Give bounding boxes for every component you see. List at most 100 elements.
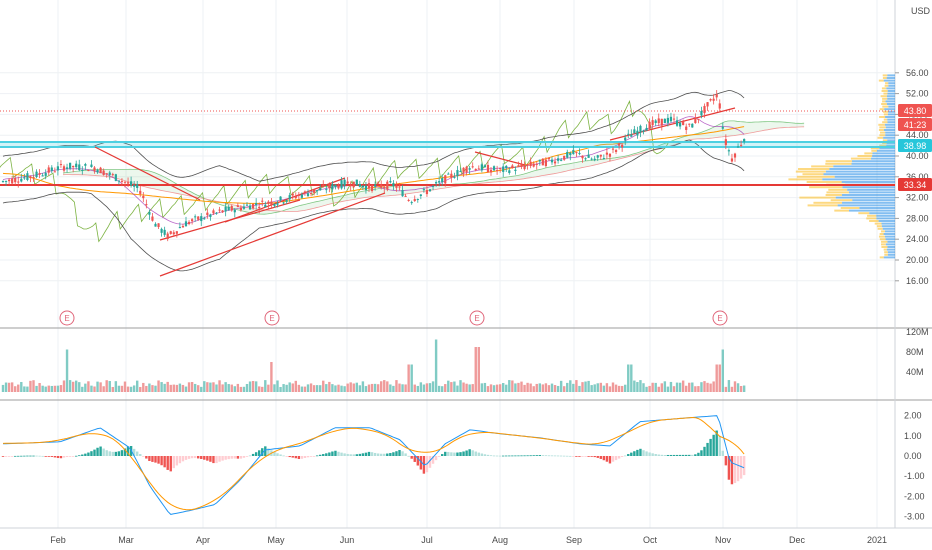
volume-bar xyxy=(20,381,23,392)
candle-body xyxy=(163,229,166,235)
volume-bar xyxy=(75,380,78,392)
candle-body xyxy=(142,195,145,199)
macd-histogram-bar xyxy=(727,456,731,480)
cloud-span-b xyxy=(62,126,805,212)
macd-histogram-bar xyxy=(261,448,264,456)
volume-tick-label: 40M xyxy=(906,367,924,377)
volume-bar xyxy=(706,382,709,392)
candle-body xyxy=(325,189,328,191)
candle-body xyxy=(581,155,584,159)
profile-bar-down xyxy=(869,220,879,222)
candle-body xyxy=(258,206,261,209)
candle-body xyxy=(587,154,590,158)
volume-bar xyxy=(526,382,529,392)
volume-bar xyxy=(136,380,139,392)
profile-bar-down xyxy=(857,155,873,157)
macd-histogram-bar xyxy=(675,454,679,456)
candle-body xyxy=(706,102,709,107)
volume-bar xyxy=(633,380,636,392)
candle-body xyxy=(215,212,218,214)
macd-histogram-bar xyxy=(624,455,627,457)
candle-body xyxy=(105,173,108,175)
profile-bar-down xyxy=(811,165,834,168)
candle-body xyxy=(133,185,136,187)
time-tick-label: Sep xyxy=(566,535,582,545)
macd-histogram-bar xyxy=(328,452,331,456)
candle-body xyxy=(309,192,313,194)
candle-body xyxy=(306,193,310,197)
candle-body xyxy=(343,179,346,186)
profile-bar-up xyxy=(887,253,895,256)
time-tick-label: Jul xyxy=(421,535,433,545)
volume-bar xyxy=(325,384,328,392)
currency-label: USD xyxy=(911,6,931,16)
profile-bar-up xyxy=(829,168,895,170)
candle-body xyxy=(319,188,322,191)
profile-bar-up xyxy=(883,256,895,259)
macd-histogram-bar xyxy=(541,455,545,456)
macd-histogram-bar xyxy=(395,451,398,456)
candle-body xyxy=(358,184,361,187)
volume-bar xyxy=(200,386,203,392)
macd-histogram-bar xyxy=(84,453,87,456)
macd-histogram-bar xyxy=(264,446,267,456)
candle-body xyxy=(419,194,422,196)
volume-bar xyxy=(596,383,599,392)
macd-histogram-bar xyxy=(681,454,685,456)
candle-body xyxy=(645,127,648,131)
volume-bar xyxy=(270,362,273,392)
candle-body xyxy=(480,164,483,171)
candle-body xyxy=(672,118,676,120)
candle-body xyxy=(59,164,63,166)
macd-histogram-bar xyxy=(538,455,541,456)
volume-bar xyxy=(502,383,505,392)
candle-body xyxy=(313,189,316,193)
candle-body xyxy=(53,171,56,173)
candle-body xyxy=(84,164,87,166)
volume-bar xyxy=(123,381,127,392)
earnings-label: E xyxy=(717,314,722,323)
volume-bar xyxy=(480,383,484,392)
volume-bar xyxy=(108,381,111,392)
macd-histogram-bar xyxy=(81,454,84,456)
macd-histogram-bar xyxy=(678,454,682,456)
volume-bars xyxy=(1,339,746,392)
candle-body xyxy=(261,200,264,202)
volume-bar xyxy=(389,384,392,392)
macd-histogram-bar xyxy=(352,454,355,456)
profile-bar-down xyxy=(884,84,889,87)
candle-body xyxy=(120,180,124,182)
price-tag-label: 38.98 xyxy=(904,141,927,151)
earnings-marker xyxy=(59,310,75,326)
profile-bar-down xyxy=(881,240,888,243)
macd-histogram-bar xyxy=(53,456,57,458)
profile-bar-up xyxy=(842,201,895,204)
volume-bar xyxy=(273,384,276,392)
candle-body xyxy=(175,231,178,234)
volume-bar xyxy=(444,384,447,392)
candle-body xyxy=(602,158,605,160)
volume-bar xyxy=(96,381,99,392)
profile-bar-up xyxy=(841,194,895,196)
volume-bar xyxy=(666,386,670,392)
candle-body xyxy=(605,152,608,155)
candle-body xyxy=(172,232,175,235)
candle-body xyxy=(194,216,197,218)
macd-histogram-bar xyxy=(297,456,301,460)
profile-bar-down xyxy=(871,149,877,152)
profile-bar-down xyxy=(866,217,877,220)
candle-body xyxy=(727,150,730,152)
volume-bar xyxy=(398,383,401,392)
profile-bar-up xyxy=(886,103,895,105)
bollinger-bands xyxy=(2,89,745,272)
candle-body xyxy=(663,118,666,124)
candle-body xyxy=(17,181,20,183)
profile-bar-down xyxy=(813,201,843,204)
profile-bar-down xyxy=(876,225,882,228)
candle-body xyxy=(544,159,547,167)
candle-body xyxy=(486,164,490,173)
volume-bar xyxy=(190,382,194,392)
macd-histogram-bar xyxy=(498,455,502,457)
price-tick-label: 28.00 xyxy=(906,213,929,223)
candle-body xyxy=(96,169,99,173)
